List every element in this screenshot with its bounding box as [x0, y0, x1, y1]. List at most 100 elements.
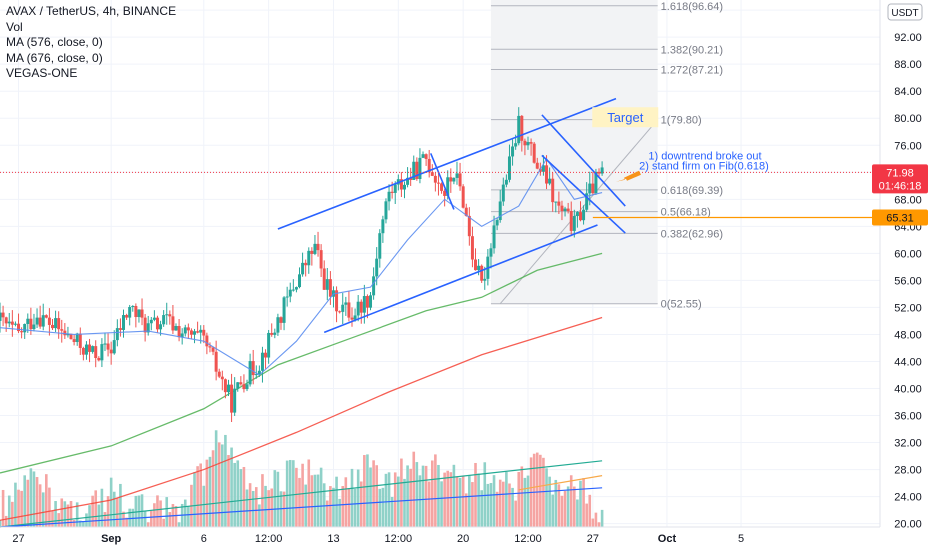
- candle-body: [118, 328, 122, 330]
- volume-bar: [381, 487, 385, 527]
- candle-body: [535, 162, 539, 169]
- candle-body: [455, 173, 459, 178]
- candle-body: [162, 315, 166, 325]
- volume-bar: [569, 475, 573, 527]
- volume-bar: [468, 475, 471, 527]
- legend-vegas-one[interactable]: VEGAS-ONE: [6, 66, 78, 80]
- volume-bar: [273, 470, 277, 527]
- volume-bar: [242, 466, 246, 527]
- volume-bar: [437, 464, 440, 527]
- volume-bar: [301, 463, 304, 527]
- chart-title[interactable]: AVAX / TetherUS, 4h, BINANCE: [6, 4, 177, 18]
- volume-bar: [153, 503, 156, 527]
- y-tick-label: 36.00: [894, 411, 922, 423]
- candle-body: [128, 306, 132, 318]
- volume-bar: [109, 477, 113, 527]
- volume-bar: [251, 490, 255, 527]
- annotation-line-2: 2) stand firm on Fib(0.618): [639, 161, 769, 173]
- volume-bar: [202, 485, 206, 527]
- y-tick-label: 56.00: [894, 275, 922, 287]
- volume-bar: [526, 475, 530, 527]
- candle-body: [0, 312, 2, 321]
- volume-bar: [48, 487, 51, 527]
- volume-bar: [554, 479, 558, 527]
- candle-body: [421, 154, 425, 158]
- candle-body: [467, 215, 471, 237]
- candle-body: [143, 317, 147, 333]
- candle-body: [594, 171, 598, 194]
- candle-body: [54, 318, 58, 329]
- candle-body: [10, 321, 14, 325]
- volume-bar: [443, 472, 446, 527]
- candle-body: [72, 339, 76, 343]
- volume-bar: [128, 508, 131, 527]
- candle-body: [548, 178, 552, 184]
- candle-body: [288, 289, 292, 297]
- volume-bar: [461, 475, 465, 527]
- volume-bar: [125, 517, 128, 527]
- trend-line: [541, 114, 626, 207]
- y-tick-label: 68.00: [894, 194, 922, 206]
- volume-bar: [464, 493, 468, 527]
- candle-body: [47, 317, 51, 325]
- volume-bar: [446, 470, 450, 527]
- candle-body: [393, 184, 397, 193]
- candle-body: [359, 301, 363, 313]
- candle-body: [189, 330, 193, 335]
- ma-676-line: [0, 316, 603, 521]
- fib-level-label: 0(52.55): [661, 299, 702, 311]
- volume-bar: [60, 498, 64, 527]
- candle-body: [474, 259, 478, 271]
- legend-vol[interactable]: Vol: [6, 19, 23, 34]
- candle-body: [35, 317, 39, 325]
- volume-bar: [208, 456, 212, 527]
- volume-bar: [162, 518, 165, 527]
- candle-body: [560, 205, 564, 212]
- fib-level-label: 0.618(69.39): [661, 185, 723, 197]
- candle-body: [4, 317, 8, 324]
- legend-ma-576[interactable]: MA (576, close, 0): [6, 35, 103, 49]
- candle-body: [97, 358, 101, 361]
- volume-bar: [393, 472, 397, 527]
- legend-ma-676[interactable]: MA (676, close, 0): [6, 50, 103, 65]
- volume-bar: [403, 478, 406, 527]
- volume-bar: [341, 486, 345, 527]
- x-tick-label: 6: [201, 533, 207, 545]
- x-tick-label: 12:00: [514, 533, 542, 545]
- fib-zone: [490, 0, 658, 304]
- candle-body: [504, 179, 508, 185]
- volume-bar: [288, 459, 292, 527]
- volume-bar: [505, 471, 508, 527]
- volume-bar: [298, 477, 301, 527]
- candle-body: [103, 343, 107, 345]
- volume-bar: [168, 512, 172, 527]
- fib-level-label: 1.272(87.21): [661, 65, 723, 77]
- candle-body: [446, 177, 450, 196]
- candle-body: [29, 318, 33, 330]
- y-tick-label: 24.00: [894, 492, 922, 504]
- candle-body: [63, 330, 67, 336]
- candle-body: [588, 183, 592, 194]
- volume-bar: [406, 465, 409, 527]
- volume-bar: [75, 502, 79, 527]
- y-tick-label: 88.00: [894, 59, 922, 71]
- candle-body: [174, 326, 178, 331]
- candle-body: [541, 165, 545, 172]
- candle-body: [344, 302, 348, 305]
- volume-bar: [236, 460, 240, 527]
- volume-bar: [440, 481, 443, 527]
- volume-bar: [177, 522, 181, 527]
- y-tick-label: 76.00: [894, 140, 922, 152]
- volume-bar: [430, 460, 434, 527]
- candle-body: [501, 184, 505, 202]
- volume-bar: [45, 474, 48, 527]
- candle-body: [78, 333, 82, 348]
- annotation-line-1: 1) downtrend broke out: [648, 150, 761, 162]
- volume-bar: [264, 485, 267, 527]
- candle-body: [264, 352, 268, 358]
- volume-bar: [397, 476, 400, 527]
- volume-bar: [539, 454, 542, 527]
- volume-bar: [514, 500, 517, 527]
